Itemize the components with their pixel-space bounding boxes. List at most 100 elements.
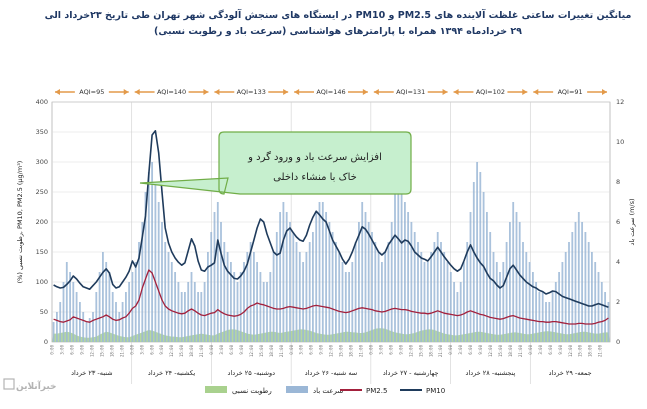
y-tick-left-6: 300 [36,158,48,166]
wind-bar [551,292,554,342]
wind-bar [377,252,380,342]
wind-bar [364,212,367,342]
hour-tick-label: 9:00 [558,344,563,354]
wind-bar [275,232,278,342]
wind-bar [390,222,393,342]
wind-bar [505,242,508,342]
hour-tick-label: 0:00 [209,344,214,354]
wind-bar [410,222,413,342]
aqi-label: AQI=140 [157,88,186,96]
y-tick-right-0: 0 [616,338,620,346]
wind-bar [587,242,590,342]
hour-tick-label: 0:00 [289,344,294,354]
y-tick-right-4: 8 [616,178,620,186]
wind-bar [266,282,268,342]
wind-bar [161,222,163,342]
callout-line1: افزایش سرعت باد و ورود گرد و [247,151,382,163]
wind-bar [69,272,72,342]
wind-bar [72,282,75,342]
hour-tick-label: 3:00 [139,344,144,354]
hour-tick-label: 18:00 [349,344,354,357]
wind-bar [216,202,219,342]
y-tick-left-3: 150 [36,248,48,256]
hour-tick-label: 6:00 [388,344,393,354]
wind-bar [495,262,498,342]
y-tick-right-1: 2 [616,298,620,306]
wind-bar [469,212,472,342]
aqi-arrowhead-right [442,89,448,95]
hour-tick-label: 9:00 [80,344,85,354]
wind-bar [108,272,111,342]
aqi-arrowhead-right [522,89,528,95]
wind-bar [600,282,603,342]
wind-bar [558,272,561,342]
aqi-label: AQI=133 [237,88,266,96]
wind-bar [581,222,584,342]
legend-swatch-humidity [205,386,227,393]
y-axis-label-left: (%) رطوبت نسبی, PM10, PM2.5 (μg/m³) [16,161,24,284]
day-label: جمعه- ۲۹ خرداد [549,369,592,377]
wind-bar [253,252,255,342]
hour-tick-label: 18:00 [508,344,513,357]
hour-tick-label: 9:00 [159,344,164,354]
wind-bar [486,212,488,342]
hour-tick-label: 12:00 [488,344,493,357]
wind-bar [394,192,396,342]
wind-bar [518,222,521,342]
wind-bar [492,252,495,342]
y-tick-left-2: 100 [36,278,48,286]
wind-bar [144,192,147,342]
wind-bar [184,292,186,342]
legend-label-pm25: PM2.5 [366,387,387,395]
wind-bar [535,282,538,342]
wind-bar [177,282,180,342]
aqi-label: AQI=146 [316,88,345,96]
hour-tick-label: 3:00 [379,344,384,354]
wind-bar [515,212,518,342]
hour-tick-label: 3:00 [219,344,224,354]
wind-bar [295,242,298,342]
y-tick-left-8: 400 [36,98,48,106]
hour-tick-label: 12:00 [329,344,334,357]
y-axis-label-right: سرعت باد (m/s) [628,198,636,245]
wind-bar [79,302,81,342]
wind-bar [315,212,318,342]
wind-bar [249,242,252,342]
wind-bar [308,242,311,342]
hour-tick-label: 21:00 [279,344,284,357]
wind-bar [95,292,98,342]
aqi-arrowhead-left [453,89,459,95]
wind-bar [430,252,433,342]
wind-bar [354,242,357,342]
wind-bar [147,172,150,342]
wind-bar [193,282,196,342]
day-label: دوشنبه- ۲۵ خرداد [228,369,276,377]
hour-tick-label: 3:00 [458,344,463,354]
wind-bar [141,222,144,342]
wind-bar [509,222,511,342]
legend-label-wind: سرعت باد [313,387,343,395]
wind-bar [105,262,108,342]
wind-bar [479,172,482,342]
hour-tick-label: 18:00 [428,344,433,357]
hour-tick-label: 21:00 [598,344,603,357]
wind-bar [65,262,68,342]
wind-bar [335,242,337,342]
hour-tick-label: 18:00 [269,344,274,357]
wind-bar [532,272,534,342]
y-tick-right-3: 6 [616,218,620,226]
wind-bar [584,232,587,342]
annotation-callout: افزایش سرعت باد و ورود گرد و خاک با منشا… [139,131,412,195]
wind-bar [384,252,387,342]
wind-bar [367,222,370,342]
chart-title-line2: ۲۹ خردادماه ۱۳۹۴ همراه با پارامترهای هوا… [154,26,522,37]
day-label: پنجشنبه- ۲۸ خرداد [466,369,516,377]
hour-tick-label: 0:00 [369,344,374,354]
aqi-arrowhead-right [362,89,368,95]
aqi-arrowhead-left [55,89,60,95]
wind-bar [426,262,429,342]
hour-tick-label: 12:00 [249,344,254,357]
wind-bar [568,242,570,342]
aqi-label-bg [393,86,428,97]
